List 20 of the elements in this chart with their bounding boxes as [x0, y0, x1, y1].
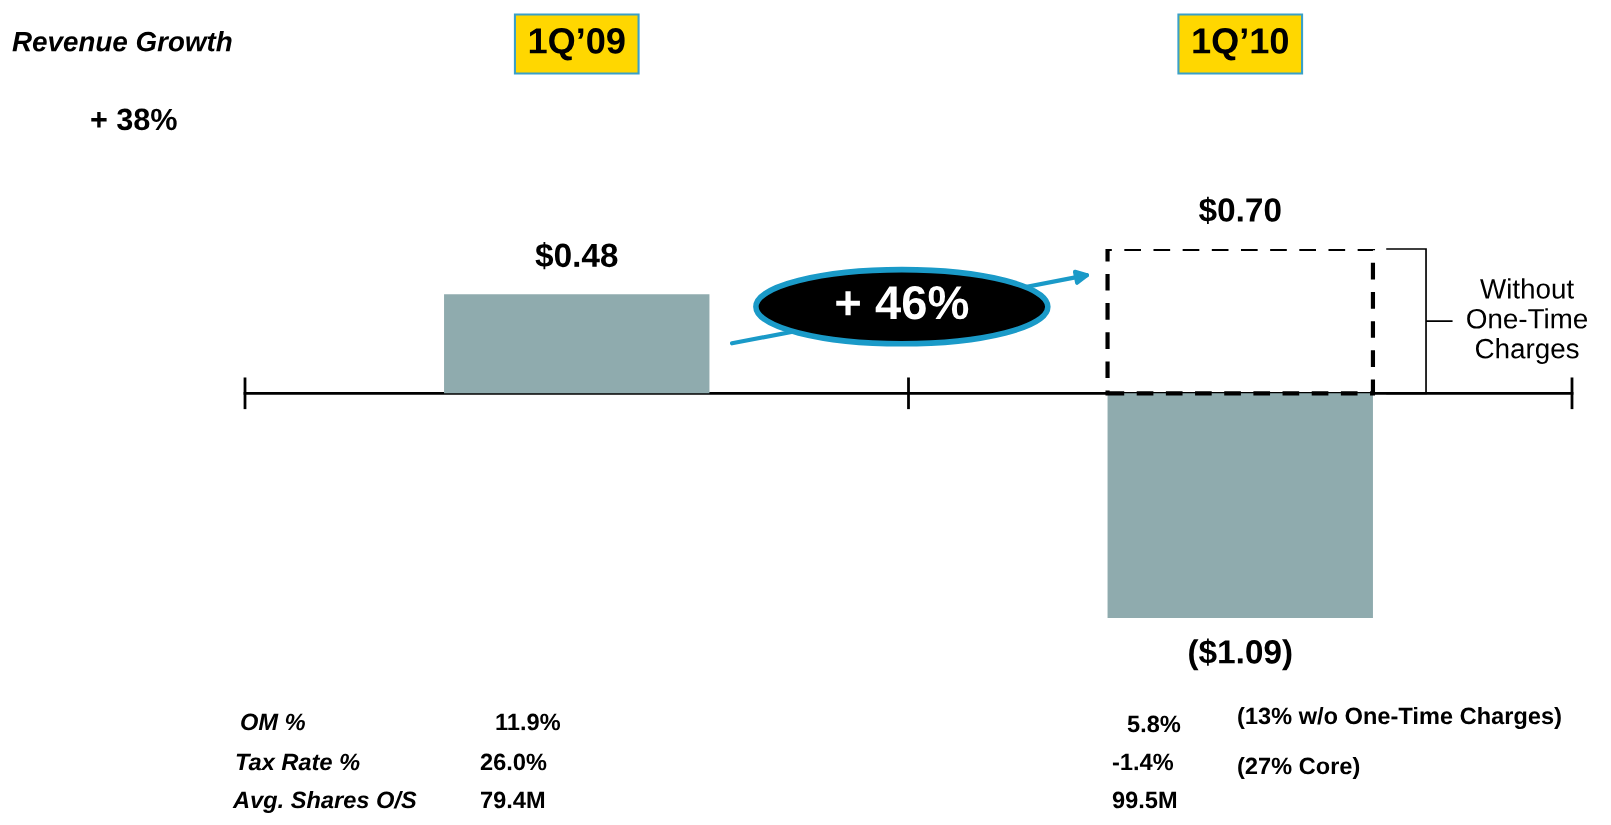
data-label: ($1.09) — [1189, 638, 1292, 671]
text: Without One-Time Charges — [1467, 278, 1588, 365]
data-label: $0.48 — [535, 242, 618, 270]
text: 11.9% — [496, 713, 561, 731]
text: Revenue Growth — [12, 31, 232, 52]
text: (13% w/o One-Time Charges) — [1238, 706, 1561, 730]
text: Tax Rate % — [236, 753, 360, 771]
text: OM % — [241, 713, 305, 731]
text: 26.0% — [480, 753, 547, 771]
text: 79.4M — [481, 791, 545, 809]
text: + 38% — [91, 108, 177, 131]
x-tick-label: 1Q’10 — [1193, 28, 1288, 61]
text: (27% Core) — [1238, 756, 1360, 780]
text: 5.8% — [1127, 715, 1181, 733]
annotation: + 46% — [836, 285, 969, 320]
data-label: $0.70 — [1198, 196, 1281, 224]
text: Avg. Shares O/S — [232, 790, 417, 814]
text: -1.4% — [1112, 753, 1174, 771]
x-tick-label: 1Q’09 — [529, 28, 625, 61]
text: 99.5M — [1112, 791, 1177, 809]
